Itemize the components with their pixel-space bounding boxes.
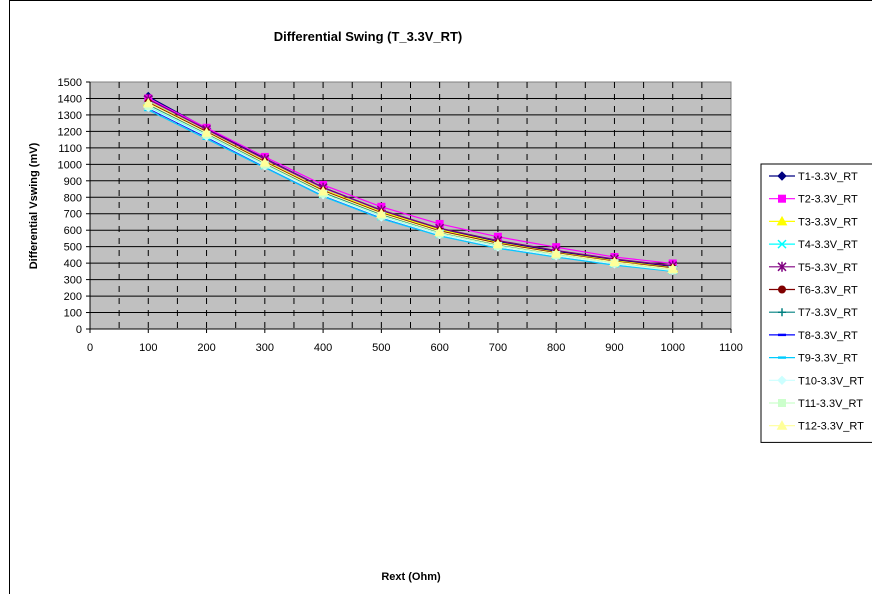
- legend-label: T6-3.3V_RT: [798, 285, 858, 297]
- legend-label: T10-3.3V_RT: [798, 375, 864, 387]
- x-tick-label: 800: [547, 342, 565, 354]
- legend-swatch-marker: [778, 356, 786, 359]
- y-tick-label: 200: [64, 291, 82, 303]
- y-tick-label: 100: [64, 308, 82, 320]
- y-tick-label: 700: [64, 209, 82, 221]
- legend-label: T1-3.3V_RT: [798, 171, 858, 183]
- x-tick-label: 600: [430, 342, 448, 354]
- y-tick-label: 1000: [58, 159, 82, 171]
- legend-entry: T9-3.3V_RT: [769, 353, 858, 365]
- series-line: [148, 105, 673, 271]
- x-tick-label: 1000: [660, 342, 684, 354]
- legend-entry: T2-3.3V_RT: [769, 194, 858, 206]
- x-tick-label: 400: [314, 342, 332, 354]
- legend-entry: T12-3.3V_RT: [769, 420, 864, 433]
- legend-label: T7-3.3V_RT: [798, 307, 858, 319]
- y-tick-label: 1100: [58, 143, 82, 155]
- legend-swatch-marker: [778, 194, 786, 203]
- series-line: [148, 106, 673, 272]
- data-point: [317, 185, 329, 196]
- y-tick-label: 500: [64, 242, 82, 254]
- legend-entry: T3-3.3V_RT: [769, 215, 858, 228]
- x-tick-label: 200: [197, 342, 215, 354]
- data-point: [609, 256, 620, 266]
- legend-swatch-marker: [777, 239, 787, 249]
- x-tick-label: 0: [87, 342, 93, 354]
- y-tick-label: 400: [64, 258, 82, 270]
- legend-swatch-marker: [778, 333, 786, 337]
- data-point: [492, 238, 504, 249]
- x-tick-label: 700: [489, 342, 507, 354]
- line-chart: Differential Swing (T_3.3V_RT) 0 100 200 30…: [28, 29, 872, 583]
- x-tick-label: 300: [256, 342, 274, 354]
- legend-label: T9-3.3V_RT: [798, 353, 858, 365]
- legend-label: T12-3.3V_RT: [798, 421, 864, 433]
- x-axis-label: Rext (Ohm): [381, 571, 441, 583]
- y-tick-label: 1400: [58, 93, 82, 105]
- x-tick-label: 500: [372, 342, 390, 354]
- data-point: [201, 127, 212, 137]
- series-layer: [142, 91, 679, 276]
- y-tick-label: 1200: [58, 126, 82, 138]
- legend-label: T2-3.3V_RT: [798, 194, 858, 206]
- legend-entry: T10-3.3V_RT: [769, 375, 864, 387]
- legend-entry: T11-3.3V_RT: [769, 398, 863, 410]
- y-tick-label: 900: [64, 176, 82, 188]
- legend-swatch-marker: [778, 308, 786, 317]
- data-point: [259, 157, 271, 167]
- data-point: [667, 263, 679, 273]
- x-tick-label: 900: [605, 342, 623, 354]
- legend-entry: T8-3.3V_RT: [769, 330, 858, 342]
- legend-label: T3-3.3V_RT: [798, 216, 858, 228]
- legend-entry: T1-3.3V_RT: [769, 171, 858, 183]
- legend-swatch-marker: [777, 261, 787, 272]
- legend-entry: T6-3.3V_RT: [769, 285, 858, 297]
- legend-swatch-marker: [776, 215, 788, 226]
- chart-frame: Differential Swing (T_3.3V_RT) 0 100 200 30…: [9, 0, 872, 594]
- y-tick-label: 0: [76, 324, 82, 336]
- legend-label: T5-3.3V_RT: [798, 262, 858, 274]
- legend-entry: T4-3.3V_RT: [769, 239, 858, 251]
- y-tick-label: 800: [64, 192, 82, 204]
- legend: T1-3.3V_RT T2-3.3V_RT T3-3.3V_RT T4-3.3V_RT…: [760, 163, 872, 443]
- data-point: [434, 226, 445, 236]
- series-line: [148, 102, 673, 270]
- x-tick-label: 1100: [719, 342, 743, 354]
- legend-entry: T7-3.3V_RT: [769, 307, 858, 319]
- series-line: [148, 109, 673, 272]
- legend-swatch-marker: [777, 375, 787, 386]
- series-line: [148, 97, 673, 265]
- x-tick-label: 100: [139, 342, 157, 354]
- legend-swatch-marker: [778, 285, 786, 294]
- chart-title: Differential Swing (T_3.3V_RT): [274, 29, 463, 44]
- legend-label: T4-3.3V_RT: [798, 239, 858, 251]
- legend-label: T11-3.3V_RT: [798, 398, 863, 410]
- data-point: [376, 208, 387, 218]
- data-point: [142, 97, 154, 108]
- legend-box: [760, 163, 872, 443]
- legend-label: T8-3.3V_RT: [798, 330, 858, 342]
- y-axis-label: Differential Vswing (mV): [28, 142, 40, 269]
- series-line: [147, 98, 673, 267]
- legend-swatch-marker: [776, 420, 788, 430]
- y-tick-label: 1300: [58, 110, 82, 122]
- legend-swatch-marker: [778, 399, 786, 407]
- axes: 0100200300400500600700800900100011001200…: [58, 77, 743, 354]
- y-tick-label: 300: [64, 275, 82, 287]
- y-tick-label: 600: [64, 225, 82, 237]
- legend-entry: T5-3.3V_RT: [769, 262, 858, 274]
- series-12: [142, 97, 679, 273]
- data-point: [550, 248, 562, 258]
- y-tick-label: 1500: [58, 77, 82, 89]
- grid: [90, 82, 731, 329]
- legend-swatch-marker: [777, 171, 787, 181]
